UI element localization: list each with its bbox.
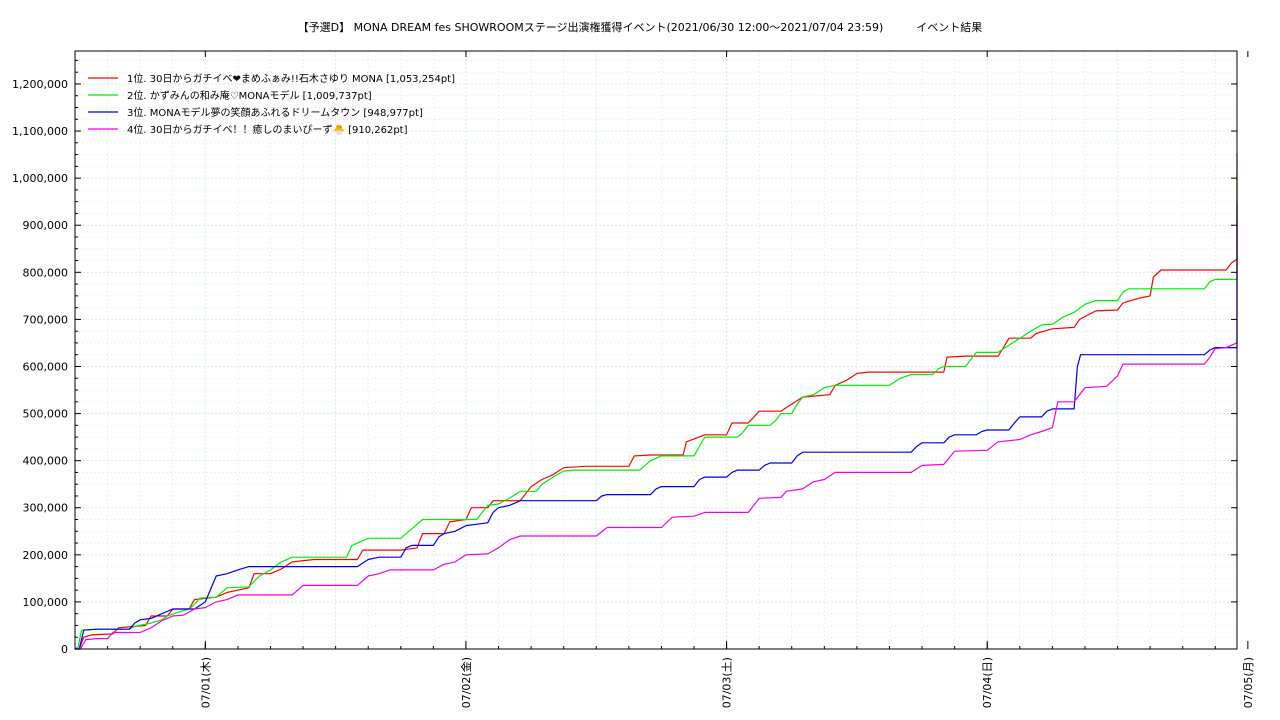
series-line-2 <box>74 173 1238 650</box>
chart-title: 【予選D】 MONA DREAM fes SHOWROOMステージ出演権獲得イベ… <box>297 21 983 34</box>
y-tick-label: 800,000 <box>23 266 69 279</box>
y-tick-label: 1,200,000 <box>12 78 68 91</box>
plot-frame <box>74 50 1238 650</box>
y-tick-label: 500,000 <box>23 408 69 421</box>
series-line-4 <box>75 220 1238 650</box>
y-tick-label: 600,000 <box>23 360 69 373</box>
y-tick-label: 900,000 <box>23 219 69 232</box>
y-tick-label: 200,000 <box>23 549 69 562</box>
y-tick-label: 100,000 <box>23 596 69 609</box>
x-tick-label: 07/02(金) <box>459 657 473 708</box>
legend: 1位. 30日からガチイベ❤まめふぁみ!!石木さゆり MONA [1,053,2… <box>88 72 455 136</box>
x-tick-label: 07/01(木) <box>199 657 212 708</box>
series-line-1 <box>75 153 1238 650</box>
legend-label-2: 2位. かずみんの和み庵♡MONAモデル [1,009,737pt] <box>127 89 372 102</box>
y-tick-label: 1,100,000 <box>12 125 68 138</box>
y-tick-label: 0 <box>61 643 68 656</box>
axes: 0 100,000 200,000 300,000 400,000 500,000 600,… <box>12 51 1255 708</box>
series-lines <box>74 153 1238 650</box>
series-line-3 <box>75 202 1238 650</box>
y-tick-label: 300,000 <box>23 502 69 515</box>
x-tick-label: 07/03(土) <box>721 657 734 708</box>
x-tick-label: 07/05(月) <box>1242 657 1255 708</box>
legend-label-4: 4位. 30日からガチイベ！！癒しのまいぴーず🐣 [910,262pt] <box>127 123 408 136</box>
x-tick-label: 07/04(日) <box>981 657 994 708</box>
y-tick-label: 700,000 <box>23 313 69 326</box>
y-tick-label: 1,000,000 <box>12 172 68 185</box>
y-tick-label: 400,000 <box>23 455 69 468</box>
grid-lines <box>75 51 1237 649</box>
legend-label-1: 1位. 30日からガチイベ❤まめふぁみ!!石木さゆり MONA [1,053,2… <box>127 72 455 85</box>
legend-label-3: 3位. MONAモデル夢の笑顔あふれるドリームタウン [948,977pt] <box>127 106 423 119</box>
